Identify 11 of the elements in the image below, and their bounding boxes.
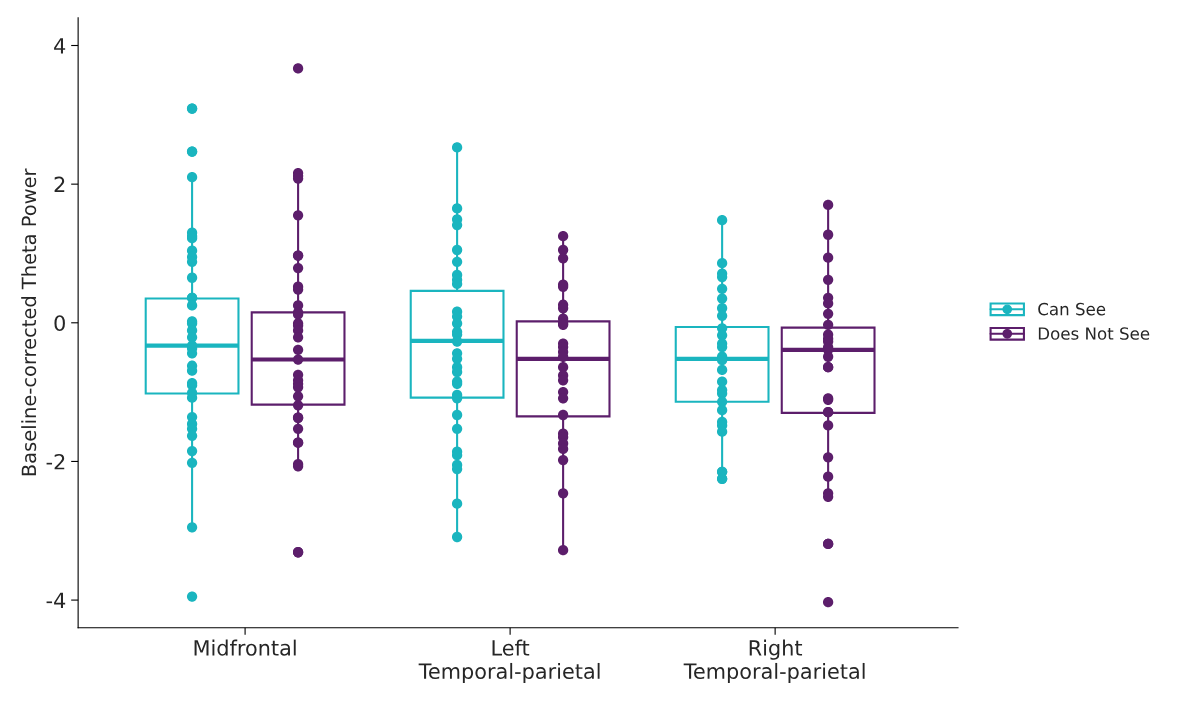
x-tick-label: Left Temporal-parietal (418, 639, 600, 684)
legend-label: Can See (1038, 302, 1106, 316)
y-tick-label: 2 (54, 176, 65, 193)
y-tick-label: -2 (46, 453, 65, 470)
y-tick-label: 4 (54, 38, 66, 54)
x-tick-label: Midfrontal (194, 639, 296, 656)
y-tick-label: 0 (54, 315, 65, 332)
y-axis-title: Baseline-corrected Theta Power (21, 168, 37, 476)
x-tick-label: Right Temporal-parietal (683, 639, 865, 684)
y-tick-label: -4 (46, 592, 66, 608)
legend-label: Does Not See (1038, 327, 1150, 340)
